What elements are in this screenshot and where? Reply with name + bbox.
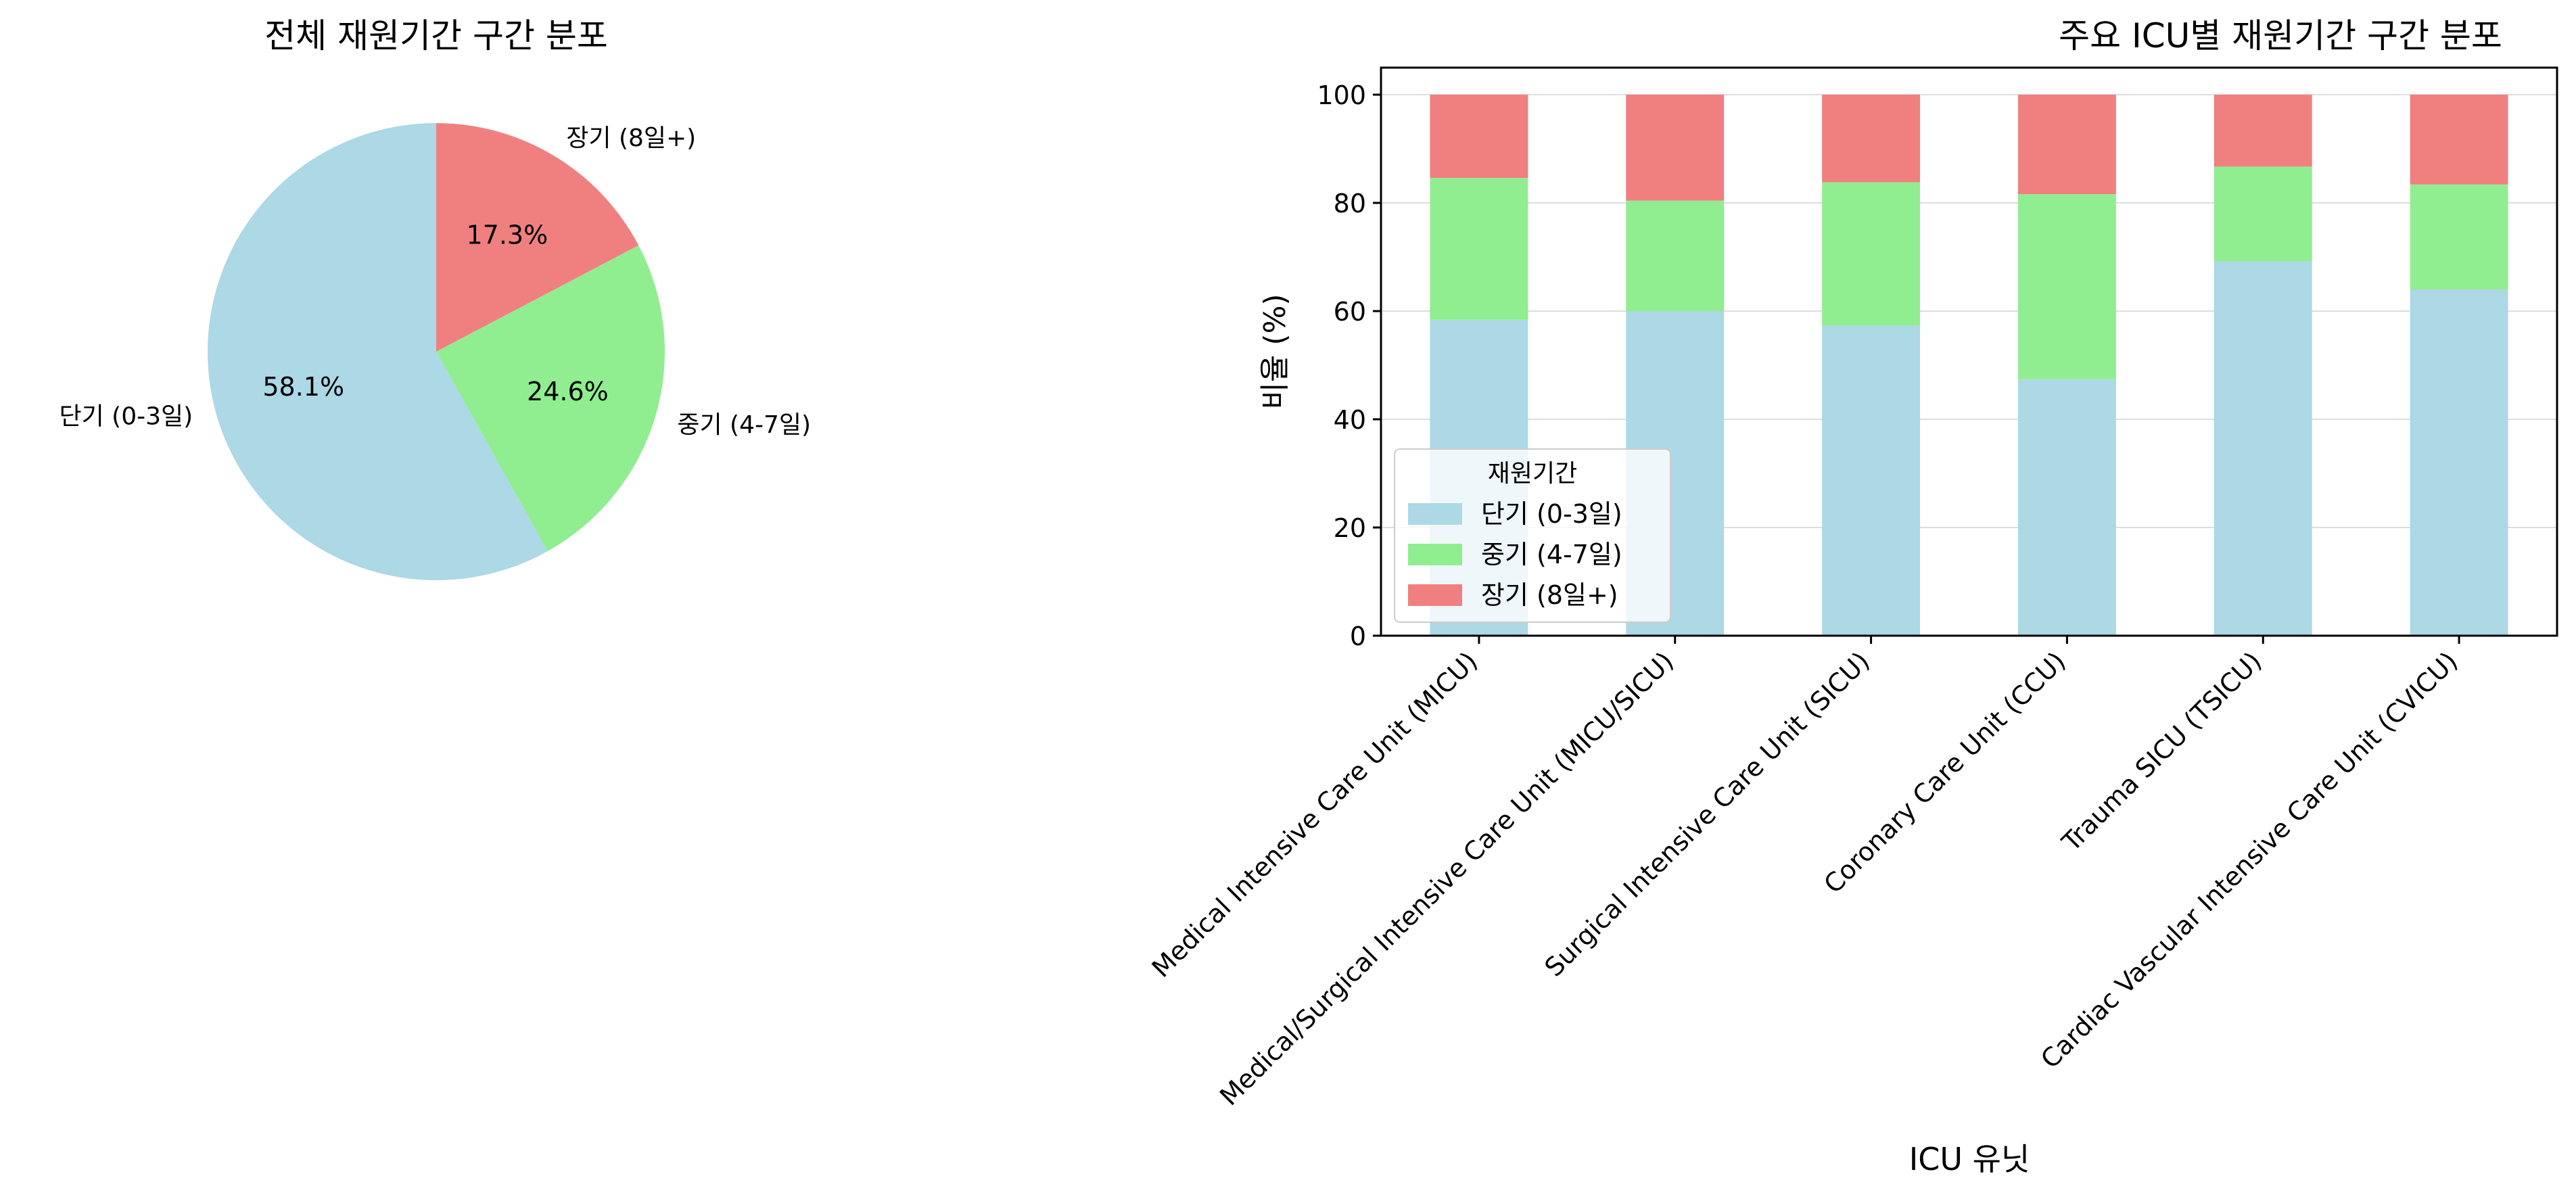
x-tick-label: Medical/Surgical Intensive Care Unit (MI… [1214, 646, 1679, 1111]
bar-title: 주요 ICU별 재원기간 구간 분포 [2059, 16, 2502, 55]
legend-items: 단기 (0-3일) 중기 (4-7일) 장기 (8일+) [1408, 499, 1622, 610]
y-axis-label: 비율 (%) [1258, 294, 1292, 409]
pie-percent-label: 58.1% [262, 372, 344, 402]
legend-swatch [1408, 584, 1462, 606]
pie-slices [208, 123, 665, 580]
pie-title: 전체 재원기간 구간 분포 [264, 16, 608, 55]
y-tick-label: 80 [1334, 189, 1366, 218]
stacked-bar-chart: 주요 ICU별 재원기간 구간 분포 0 20 40 60 80 100 Medical … [1146, 16, 2558, 1177]
y-tick-label: 0 [1350, 621, 1366, 651]
bar-segment [1626, 95, 1725, 201]
bar-segment [1822, 95, 1921, 183]
y-tick-label: 20 [1334, 513, 1366, 543]
bar-segment [1430, 178, 1528, 320]
bar-segment [2410, 289, 2508, 636]
bar-segment [2214, 166, 2312, 262]
plot-frame [1380, 66, 2558, 637]
legend-label: 중기 (4-7일) [1481, 540, 1622, 569]
legend-label: 장기 (8일+) [1481, 580, 1618, 610]
legend-swatch [1408, 544, 1462, 565]
legend-label: 단기 (0-3일) [1481, 499, 1622, 529]
x-axis-ticks: Medical Intensive Care Unit (MICU)Medica… [1146, 636, 2463, 1111]
bar-segment [1626, 200, 1725, 311]
pie-category-label: 중기 (4-7일) [677, 411, 811, 439]
legend-swatch [1408, 503, 1462, 525]
bar-segment [2214, 95, 2312, 167]
bar-segment [1822, 325, 1921, 636]
y-tick-label: 60 [1334, 297, 1366, 327]
pie-slice [208, 123, 548, 580]
legend: 재원기간 단기 (0-3일) 중기 (4-7일) 장기 (8일+) [1394, 448, 1671, 623]
pie-percent-label: 17.3% [467, 220, 548, 250]
bar-segment [2017, 194, 2116, 379]
legend-box [1394, 448, 1671, 623]
x-tick-label: Surgical Intensive Care Unit (SICU) [1539, 646, 1875, 982]
bar-segment [2017, 95, 2116, 195]
pie-chart: 전체 재원기간 구간 분포 58.1% 단기 (0-3일) 24.6% 중기 (4-7… [59, 16, 811, 580]
y-axis-ticks: 0 20 40 60 80 100 [1317, 80, 1381, 651]
pie-slice [436, 123, 639, 352]
x-tick-label: Medical Intensive Care Unit (MICU) [1146, 646, 1484, 983]
pie-labels: 58.1% 단기 (0-3일) 24.6% 중기 (4-7일) 17.3% 장기 (8일+… [59, 124, 811, 439]
bar-segment [1430, 95, 1528, 179]
pie-category-label: 단기 (0-3일) [59, 403, 193, 431]
y-tick-label: 100 [1317, 80, 1366, 110]
bar-segment [2410, 184, 2508, 289]
y-tick-label: 40 [1334, 405, 1366, 435]
legend-title: 재원기간 [1488, 460, 1577, 488]
pie-percent-label: 24.6% [527, 377, 609, 406]
x-axis-label: ICU 유닛 [1909, 1141, 2030, 1177]
bar-segment [2410, 95, 2508, 185]
pie-category-label: 장기 (8일+) [566, 124, 696, 152]
pie-slice [436, 245, 665, 552]
bar-segment [2017, 379, 2116, 636]
bar-segment [2214, 261, 2312, 636]
bar-segment [1822, 182, 1921, 326]
x-tick-label: Trauma SICU (TSICU) [2056, 646, 2268, 858]
x-tick-label: Cardiac Vascular Intensive Care Unit (CV… [2035, 646, 2463, 1074]
